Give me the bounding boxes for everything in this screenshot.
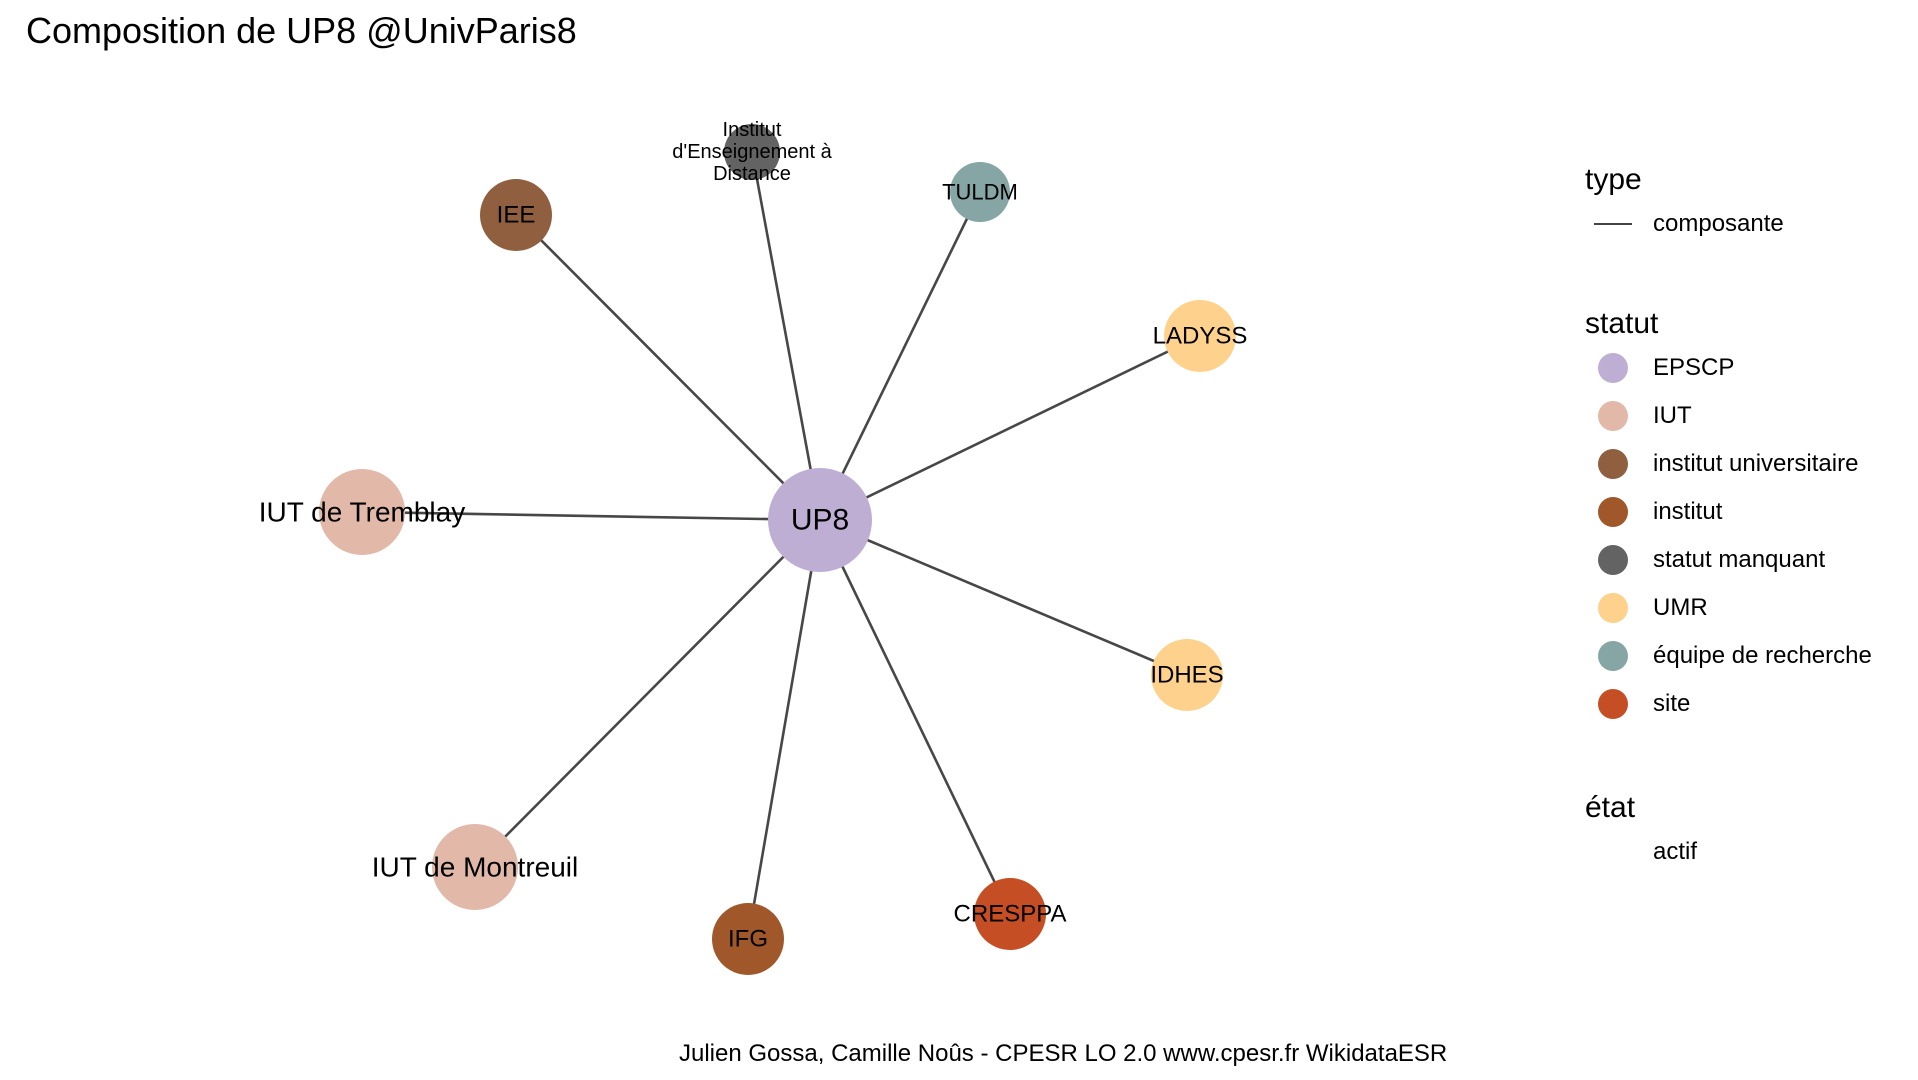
node-ladyss: LADYSS [1153, 300, 1248, 372]
legend: type composante statut EPSCP IUT institut … [1585, 160, 1905, 876]
legend-item-statut: site [1585, 680, 1905, 728]
legend-type: type composante [1585, 160, 1905, 248]
legend-statut-heading: statut [1585, 307, 1659, 340]
node-label-iea: Institut [723, 119, 782, 141]
legend-statut: statut EPSCP IUT institut universitaire ins… [1585, 304, 1905, 728]
legend-item-label: site [1653, 690, 1691, 717]
node-label-ifg: IFG [728, 926, 768, 953]
node-label-up8: UP8 [791, 504, 849, 537]
color-dot-icon [1585, 488, 1641, 536]
node-circle-ifg [712, 903, 784, 975]
edge-line-icon [1585, 200, 1641, 248]
node-label-iea: Distance [713, 163, 791, 185]
node-ifg: IFG [712, 903, 784, 975]
legend-item-label: statut manquant [1653, 546, 1826, 573]
edge-up8-iut-tremblay [361, 510, 821, 522]
chart-title: Composition de UP8 @UnivParis8 [26, 10, 577, 51]
color-dot-icon [1585, 584, 1641, 632]
legend-item-actif: actif [1585, 828, 1905, 876]
legend-item-label: équipe de recherche [1653, 642, 1872, 669]
node-circle-idhes [1151, 639, 1223, 711]
legend-type-heading: type [1585, 163, 1642, 196]
color-dot-icon [1585, 536, 1641, 584]
node-circle-up8 [768, 468, 872, 572]
legend-item-label: composante [1653, 210, 1784, 237]
node-circle-ladyss [1164, 300, 1236, 372]
node-label-iut-montreuil: IUT de Montreuil [372, 852, 578, 883]
node-label-iee: IEE [497, 202, 536, 229]
legend-item-label: UMR [1653, 594, 1708, 621]
edge-up8-idhes [819, 518, 1188, 677]
legend-item-statut: EPSCP [1585, 344, 1905, 392]
node-label-iea: d'Enseignement à [672, 141, 832, 163]
color-dot-icon [1585, 632, 1641, 680]
legend-item-label: institut [1653, 498, 1723, 525]
edge-up8-cresppa [818, 519, 1012, 915]
legend-item-statut: institut [1585, 488, 1905, 536]
color-dot-icon [1585, 680, 1641, 728]
legend-item-label: institut universitaire [1653, 450, 1859, 477]
edge-up8-ifg [746, 519, 822, 940]
node-label-cresppa: CRESPPA [954, 901, 1067, 928]
color-dot-icon [1585, 440, 1641, 488]
legend-item-statut: statut manquant [1585, 536, 1905, 584]
legend-statut-items: EPSCP IUT institut universitaire institut st… [1585, 344, 1905, 728]
node-iut-tremblay: IUT de Tremblay [259, 469, 465, 555]
color-dot-icon [1585, 392, 1641, 440]
node-label-tuldm: TULDM [942, 180, 1018, 205]
node-label-iut-tremblay: IUT de Tremblay [259, 497, 465, 528]
node-idhes: IDHES [1150, 639, 1224, 711]
legend-item-statut: équipe de recherche [1585, 632, 1905, 680]
legend-item-statut: UMR [1585, 584, 1905, 632]
node-tuldm: TULDM [942, 162, 1018, 222]
legend-etat: état actif [1585, 788, 1905, 876]
color-dot-icon [1585, 344, 1641, 392]
edge-up8-iee [515, 214, 821, 521]
node-iee: IEE [480, 179, 552, 251]
node-up8: UP8 [768, 468, 872, 572]
edge-up8-iut-montreuil [474, 519, 821, 868]
node-circle-iea [724, 124, 780, 180]
legend-item-label: IUT [1653, 402, 1692, 429]
legend-item-statut: institut universitaire [1585, 440, 1905, 488]
node-circle-tuldm [950, 162, 1010, 222]
edge-up8-ladyss [819, 334, 1201, 522]
graph-edges [361, 151, 1201, 940]
node-circle-cresppa [974, 878, 1046, 950]
node-iut-montreuil: IUT de Montreuil [372, 824, 578, 910]
legend-item-composante: composante [1585, 200, 1905, 248]
node-circle-iee [480, 179, 552, 251]
node-label-idhes: IDHES [1150, 662, 1223, 689]
node-circle-iut-montreuil [432, 824, 518, 910]
legend-item-statut: IUT [1585, 392, 1905, 440]
edge-up8-tuldm [818, 191, 982, 521]
legend-etat-heading: état [1585, 791, 1636, 824]
legend-item-label: actif [1653, 838, 1698, 865]
blank-icon [1585, 828, 1641, 876]
edge-up8-iea [750, 151, 822, 521]
caption: Julien Gossa, Camille Noûs - CPESR LO 2.… [679, 1040, 1448, 1067]
node-cresppa: CRESPPA [954, 878, 1067, 950]
node-circle-iut-tremblay [319, 469, 405, 555]
node-label-ladyss: LADYSS [1153, 323, 1248, 350]
legend-item-label: EPSCP [1653, 354, 1735, 381]
